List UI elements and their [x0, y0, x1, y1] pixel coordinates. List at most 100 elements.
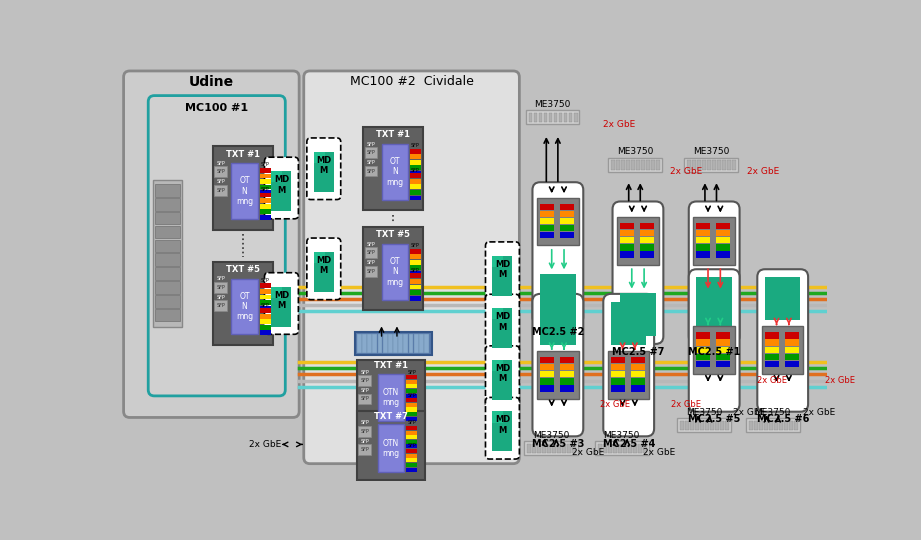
Bar	[611, 301, 647, 345]
FancyBboxPatch shape	[532, 294, 583, 436]
Text: MC2.5 #4: MC2.5 #4	[602, 439, 655, 449]
FancyBboxPatch shape	[757, 269, 808, 411]
Bar	[406, 444, 417, 449]
Bar	[406, 458, 417, 462]
Text: SFP: SFP	[367, 150, 375, 155]
Bar	[260, 185, 271, 190]
Text: TXT #1: TXT #1	[374, 361, 408, 370]
Bar	[493, 308, 512, 348]
Text: MD
M: MD M	[495, 312, 510, 332]
Bar	[272, 287, 283, 298]
Bar	[702, 160, 706, 170]
Bar	[403, 334, 408, 353]
Bar	[567, 444, 571, 453]
Bar	[260, 284, 271, 288]
Text: MD
M: MD M	[274, 175, 289, 194]
Bar	[358, 426, 371, 437]
Text: SFP: SFP	[360, 439, 369, 444]
Text: SFP: SFP	[216, 161, 225, 166]
Bar	[560, 378, 574, 384]
Bar	[406, 449, 417, 453]
Bar	[717, 354, 730, 360]
Bar	[358, 394, 371, 404]
Bar	[406, 417, 417, 421]
Bar	[406, 394, 417, 397]
Text: TXT #1: TXT #1	[376, 130, 410, 139]
Bar	[365, 166, 377, 177]
Bar	[694, 326, 735, 374]
Text: MD
M: MD M	[316, 256, 332, 275]
Bar	[557, 444, 561, 453]
Bar	[365, 147, 377, 158]
Bar	[363, 127, 423, 211]
Bar	[794, 421, 798, 430]
Bar	[540, 371, 554, 377]
Bar	[696, 252, 710, 258]
Bar	[631, 371, 645, 377]
Bar	[362, 334, 367, 353]
Bar	[620, 293, 656, 336]
Bar	[631, 364, 645, 370]
Bar	[685, 421, 689, 430]
Bar	[540, 204, 554, 210]
Bar	[493, 256, 512, 296]
Text: MD
M: MD M	[495, 260, 510, 279]
Bar	[367, 334, 372, 353]
Bar	[765, 361, 779, 367]
Text: OT
N
mng: OT N mng	[236, 176, 253, 206]
FancyBboxPatch shape	[603, 294, 654, 436]
Bar	[260, 325, 271, 329]
Bar	[398, 334, 403, 353]
Text: SFP: SFP	[360, 388, 369, 393]
Bar	[717, 347, 730, 353]
Bar	[785, 354, 799, 360]
Bar	[651, 160, 655, 170]
Bar	[378, 334, 382, 353]
Bar	[410, 273, 421, 278]
Bar	[643, 444, 647, 453]
Bar	[537, 198, 578, 245]
Bar	[493, 360, 504, 371]
Bar	[393, 334, 398, 353]
Bar	[381, 144, 408, 200]
Bar	[620, 237, 634, 244]
Bar	[529, 112, 532, 122]
Bar	[769, 421, 773, 430]
Bar	[611, 371, 624, 377]
Bar	[540, 218, 554, 224]
FancyBboxPatch shape	[123, 71, 299, 417]
Bar	[410, 279, 421, 284]
Bar	[636, 160, 640, 170]
Bar	[765, 277, 800, 320]
Bar	[231, 279, 258, 334]
Bar	[620, 252, 634, 258]
Bar	[358, 444, 371, 455]
Bar	[537, 351, 578, 399]
Text: OT
N
mng: OT N mng	[236, 292, 253, 321]
Bar	[542, 444, 546, 453]
Bar	[640, 223, 654, 230]
FancyBboxPatch shape	[304, 71, 519, 464]
Bar	[765, 340, 779, 346]
Bar	[726, 421, 729, 430]
Text: SFP: SFP	[261, 278, 270, 283]
Bar	[696, 293, 732, 336]
Text: SFP: SFP	[407, 420, 416, 426]
Bar	[712, 160, 717, 170]
Text: SFP: SFP	[407, 393, 416, 397]
Bar	[260, 330, 271, 335]
Text: SFP: SFP	[411, 243, 420, 248]
Text: SFP: SFP	[407, 443, 416, 448]
Text: SFP: SFP	[216, 276, 225, 281]
FancyBboxPatch shape	[264, 157, 298, 219]
Bar	[559, 112, 563, 122]
Bar	[717, 223, 730, 230]
Bar	[697, 160, 701, 170]
Bar	[564, 112, 567, 122]
FancyBboxPatch shape	[689, 201, 740, 344]
Bar	[365, 247, 377, 258]
Bar	[540, 211, 554, 217]
Bar	[620, 223, 634, 230]
Bar	[574, 112, 577, 122]
Bar	[155, 309, 180, 321]
